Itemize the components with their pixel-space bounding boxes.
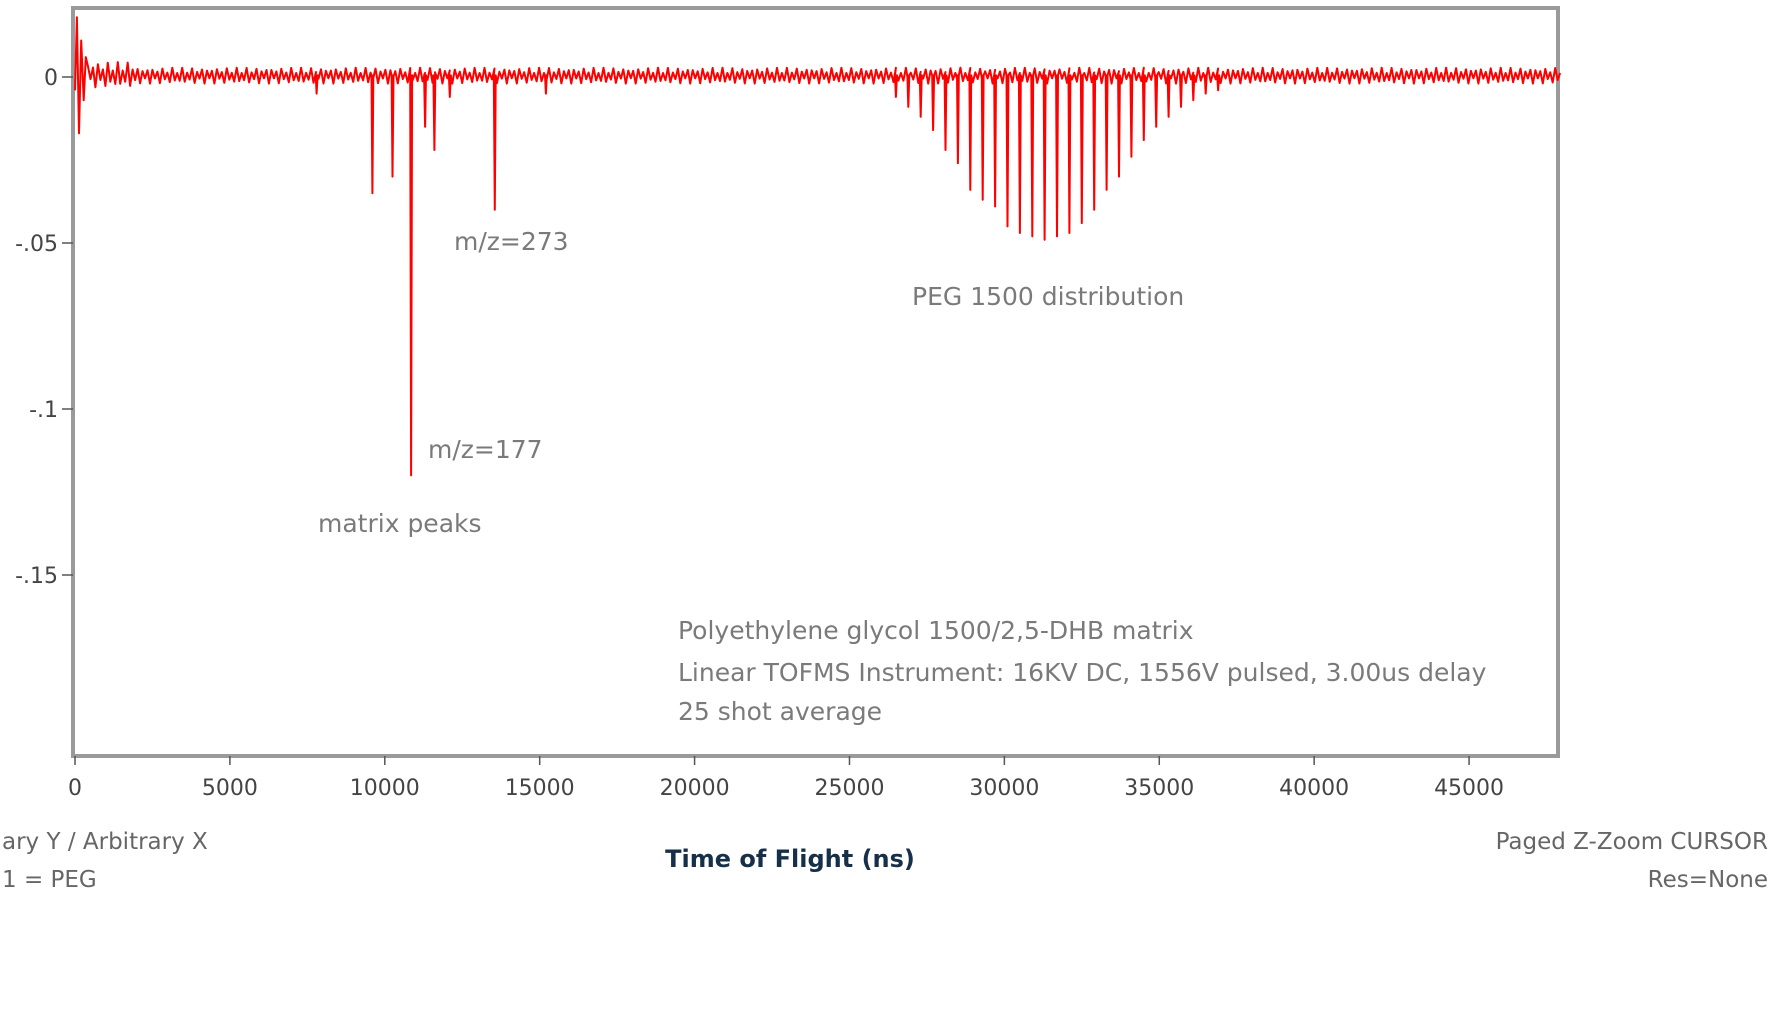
footer-zoom-mode: Paged Z-Zoom CURSOR [1496,829,1768,855]
x-tick-label: 0 [68,776,82,801]
annotation-peg-distribution: PEG 1500 distribution [912,282,1184,311]
x-tick-label: 10000 [350,776,420,801]
y-tick-label: 0 [44,66,58,91]
y-tick-label: -.15 [15,564,58,589]
x-tick-label: 20000 [660,776,730,801]
annotation-mz177: m/z=177 [428,435,543,464]
x-tick-label: 25000 [814,776,884,801]
y-tick-label: -.05 [15,232,58,257]
x-tick-label: 15000 [505,776,575,801]
y-tick-label: -.1 [29,398,58,423]
spectrum-trace [74,16,1562,477]
annotation-shot-average: 25 shot average [678,697,882,726]
x-tick-label: 30000 [969,776,1039,801]
plot-frame [71,6,1560,758]
axis-ticks: 0 -.05 -.1 -.15 0 5000 10000 15000 20000 25000 300… [15,66,1504,801]
footer-axis-units: ary Y / Arbitrary X [2,829,208,855]
x-tick-label: 5000 [202,776,258,801]
x-tick-label: 35000 [1124,776,1194,801]
footer-trace-legend: 1 = PEG [2,867,97,893]
annotation-mz273: m/z=273 [454,227,569,256]
footer-resolution: Res=None [1648,867,1768,893]
x-tick-label: 40000 [1279,776,1349,801]
annotation-matrix-peaks: matrix peaks [318,509,482,538]
x-tick-label: 45000 [1434,776,1504,801]
annotation-instrument-settings: Linear TOFMS Instrument: 16KV DC, 1556V … [678,658,1487,687]
annotation-sample-description: Polyethylene glycol 1500/2,5-DHB matrix [678,616,1194,645]
x-axis-title: Time of Flight (ns) [665,845,915,873]
